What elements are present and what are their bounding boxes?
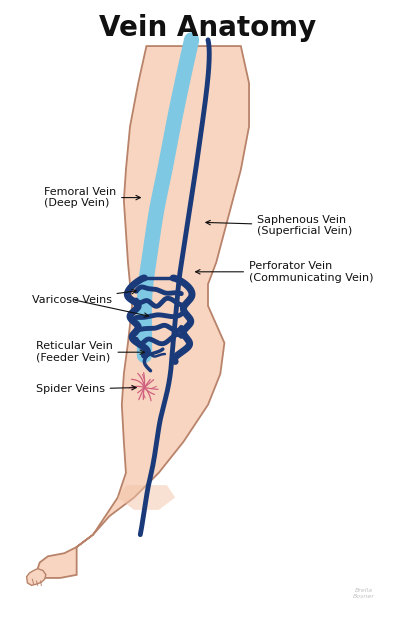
Polygon shape [27,568,46,585]
Text: Spider Veins: Spider Veins [36,384,136,394]
Text: Vein Anatomy: Vein Anatomy [99,14,317,42]
Text: Perforator Vein
(Communicating Vein): Perforator Vein (Communicating Vein) [196,261,374,283]
Polygon shape [118,485,175,510]
Text: Varicose Veins: Varicose Veins [32,290,136,305]
Text: Femoral Vein
(Deep Vein): Femoral Vein (Deep Vein) [44,187,140,208]
Text: Saphenous Vein
(Superficial Vein): Saphenous Vein (Superficial Vein) [206,215,352,236]
Polygon shape [38,46,249,578]
Text: Brella
Bosner: Brella Bosner [353,588,375,599]
Text: Reticular Vein
(Feeder Vein): Reticular Vein (Feeder Vein) [36,341,144,363]
